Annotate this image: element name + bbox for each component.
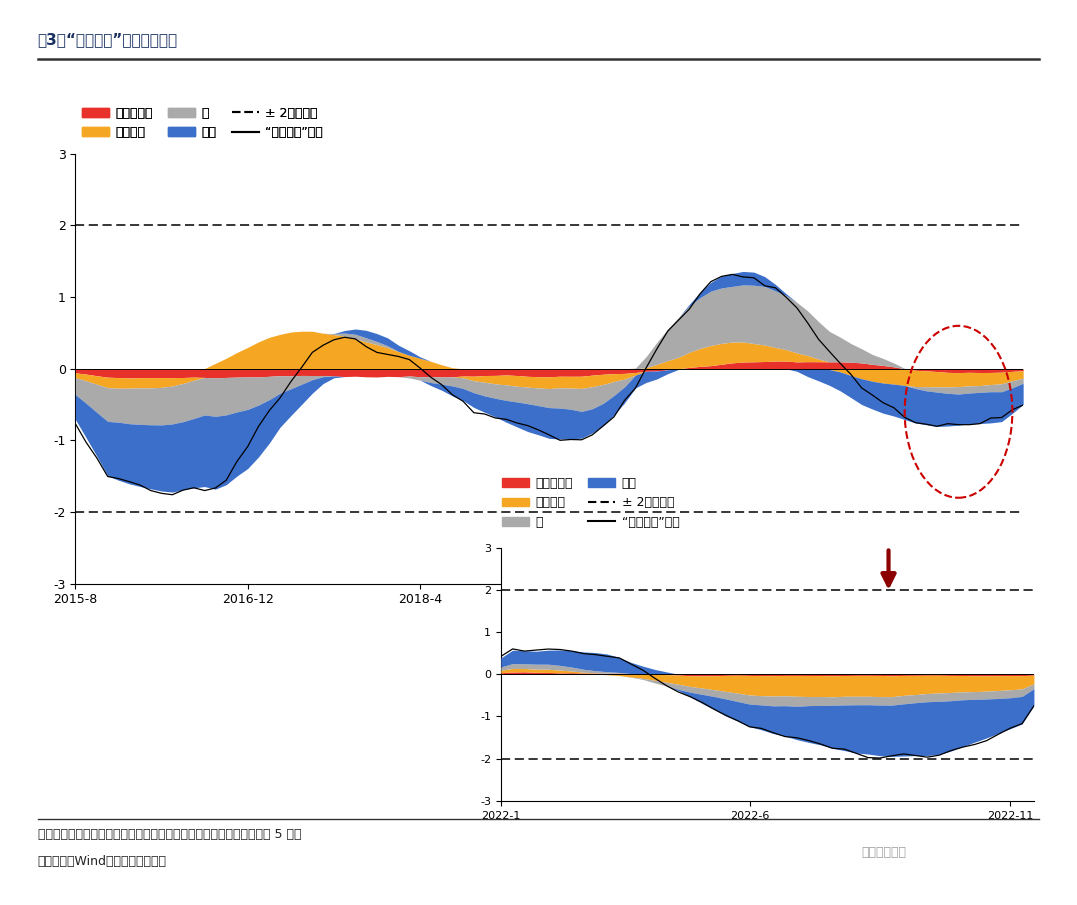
Legend: 离岸人民币, 恒生指数, 铜, 澳元, ± 2倍标准差, “做多中国”指数: 离岸人民币, 恒生指数, 铜, 澳元, ± 2倍标准差, “做多中国”指数 [502, 477, 680, 529]
Text: 注：将四种资产价格进行标准化后求均値，在计算区间上我们使用滚动 5 年。: 注：将四种资产价格进行标准化后求均値，在计算区间上我们使用滚动 5 年。 [38, 828, 302, 841]
Legend: 离岸人民币, 恒生指数, 铜, 澳元, ± 2倍标准差, “做多中国”指数: 离岸人民币, 恒生指数, 铜, 澳元, ± 2倍标准差, “做多中国”指数 [82, 107, 323, 139]
Text: 懒猫的丰收日: 懒猫的丰收日 [862, 846, 907, 859]
Text: 数据来源：Wind，东吴证券研究所: 数据来源：Wind，东吴证券研究所 [38, 855, 167, 868]
Text: 图3：“做多中国”指数及其分解: 图3：“做多中国”指数及其分解 [38, 32, 178, 47]
